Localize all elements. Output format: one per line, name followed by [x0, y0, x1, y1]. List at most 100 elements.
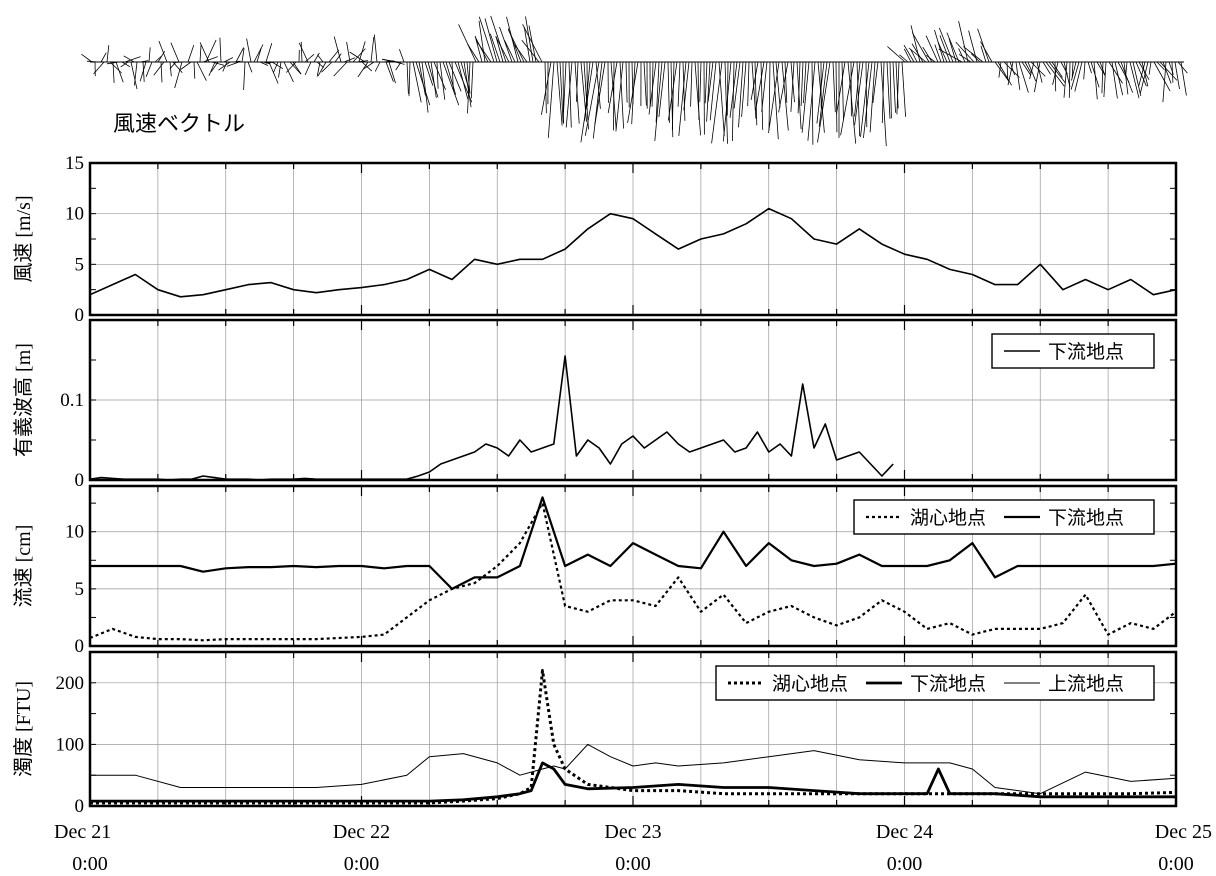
wind-vector	[271, 61, 284, 70]
wind-vector	[1114, 61, 1124, 96]
wind-vector	[484, 18, 498, 63]
wind-vector	[711, 61, 723, 144]
wind-vector	[690, 61, 693, 107]
wind-vector	[648, 61, 657, 115]
legend: 下流地点	[991, 333, 1155, 369]
wind-vector	[958, 53, 972, 63]
wind-vector	[478, 16, 495, 63]
series-line-2	[90, 496, 1177, 591]
wind-vector	[654, 61, 663, 142]
wind-vector	[1042, 61, 1051, 75]
wind-vector	[671, 61, 675, 130]
wind-vector	[1111, 61, 1118, 99]
wind-vector	[223, 57, 234, 63]
wind-vector	[93, 61, 105, 75]
wind-vector	[968, 30, 978, 63]
wind-vector	[478, 20, 486, 63]
wind-vector	[840, 61, 855, 136]
wind-vector	[754, 61, 758, 126]
wind-vector	[408, 61, 411, 97]
wind-vector	[1007, 61, 1014, 86]
wind-vector	[903, 48, 912, 63]
wind-vector	[818, 61, 828, 127]
wind-vector	[170, 42, 180, 63]
wind-vector	[1153, 61, 1171, 92]
wind-vector	[541, 61, 552, 115]
wind-vector	[694, 61, 701, 136]
wind-vector	[362, 61, 375, 70]
wind-vector	[265, 42, 273, 63]
wind-vector	[903, 44, 915, 63]
wind-vector	[226, 61, 240, 67]
wind-vector	[142, 61, 145, 82]
wind-vector	[556, 61, 563, 126]
wind-vector	[86, 60, 99, 63]
wind-vector	[887, 46, 906, 63]
wind-vector	[109, 61, 122, 74]
x-tick-label-time: 0:00	[887, 853, 923, 875]
wind-vector	[559, 61, 564, 123]
wind-vector	[521, 39, 540, 63]
series-line-2	[90, 761, 1176, 803]
wind-vector	[208, 61, 216, 77]
wind-vector	[801, 61, 810, 133]
wind-vector	[458, 24, 477, 63]
wind-vector	[678, 61, 687, 136]
y-tick-label: 0	[75, 636, 85, 657]
chart-panel-4: 0 100 200 濁度 [FTU] 湖心地点 下流地点 上流地点	[12, 650, 1178, 817]
wind-vector	[722, 61, 732, 142]
wind-vector	[778, 61, 789, 113]
wind-vector	[169, 61, 172, 77]
x-tick-label-date: Dec 24	[876, 821, 933, 843]
x-tick-label-date: Dec 21	[54, 821, 111, 843]
wind-vector	[613, 61, 615, 131]
wind-vector	[187, 44, 195, 63]
wind-vector	[860, 61, 870, 137]
wind-vector	[121, 61, 131, 68]
y-tick-label: 0.1	[60, 390, 84, 411]
plot-frame	[88, 650, 1178, 808]
wind-vector	[130, 61, 138, 90]
wind-vector	[872, 61, 879, 103]
legend-entry: 下流地点	[1048, 507, 1124, 529]
wind-vector	[607, 61, 618, 114]
wind-vector	[781, 61, 789, 131]
y-axis-title: 有義波高 [m]	[12, 343, 35, 457]
wind-vector	[706, 61, 711, 122]
wind-vector	[797, 61, 801, 114]
wind-vector	[246, 38, 252, 63]
wind-vector	[934, 44, 942, 63]
wind-vector	[412, 61, 422, 103]
legend: 湖心地点 下流地点	[853, 499, 1155, 535]
wind-vector	[333, 61, 348, 77]
wind-vector	[100, 52, 107, 63]
wind-vector	[1087, 61, 1092, 74]
wind-vector	[1138, 61, 1146, 86]
wind-vector	[430, 61, 437, 98]
wind-vector	[784, 61, 788, 103]
wind-vector	[886, 61, 891, 119]
wind-vector	[123, 55, 135, 63]
wind-vector	[595, 61, 601, 109]
x-tick-label-time: 0:00	[72, 853, 108, 875]
wind-vector	[580, 61, 594, 143]
wind-vector	[273, 61, 279, 73]
wind-vector	[381, 58, 399, 63]
wind-vector	[1006, 61, 1009, 81]
wind-vector	[81, 53, 93, 63]
y-tick-label: 5	[75, 579, 85, 600]
wind-vector	[199, 42, 210, 63]
wind-vector	[106, 45, 110, 63]
wind-vector	[448, 61, 462, 92]
wind-vector	[755, 61, 765, 111]
wind-vector	[880, 61, 887, 147]
wind-vector	[433, 61, 446, 90]
wind-vector	[463, 61, 472, 108]
wind-vector	[298, 42, 309, 63]
wind-vector	[547, 61, 555, 138]
wind-vector	[1135, 61, 1147, 87]
wind-vector	[120, 61, 129, 68]
plot-frame	[88, 161, 1178, 317]
wind-vector	[218, 61, 231, 71]
wind-vector	[499, 26, 513, 63]
